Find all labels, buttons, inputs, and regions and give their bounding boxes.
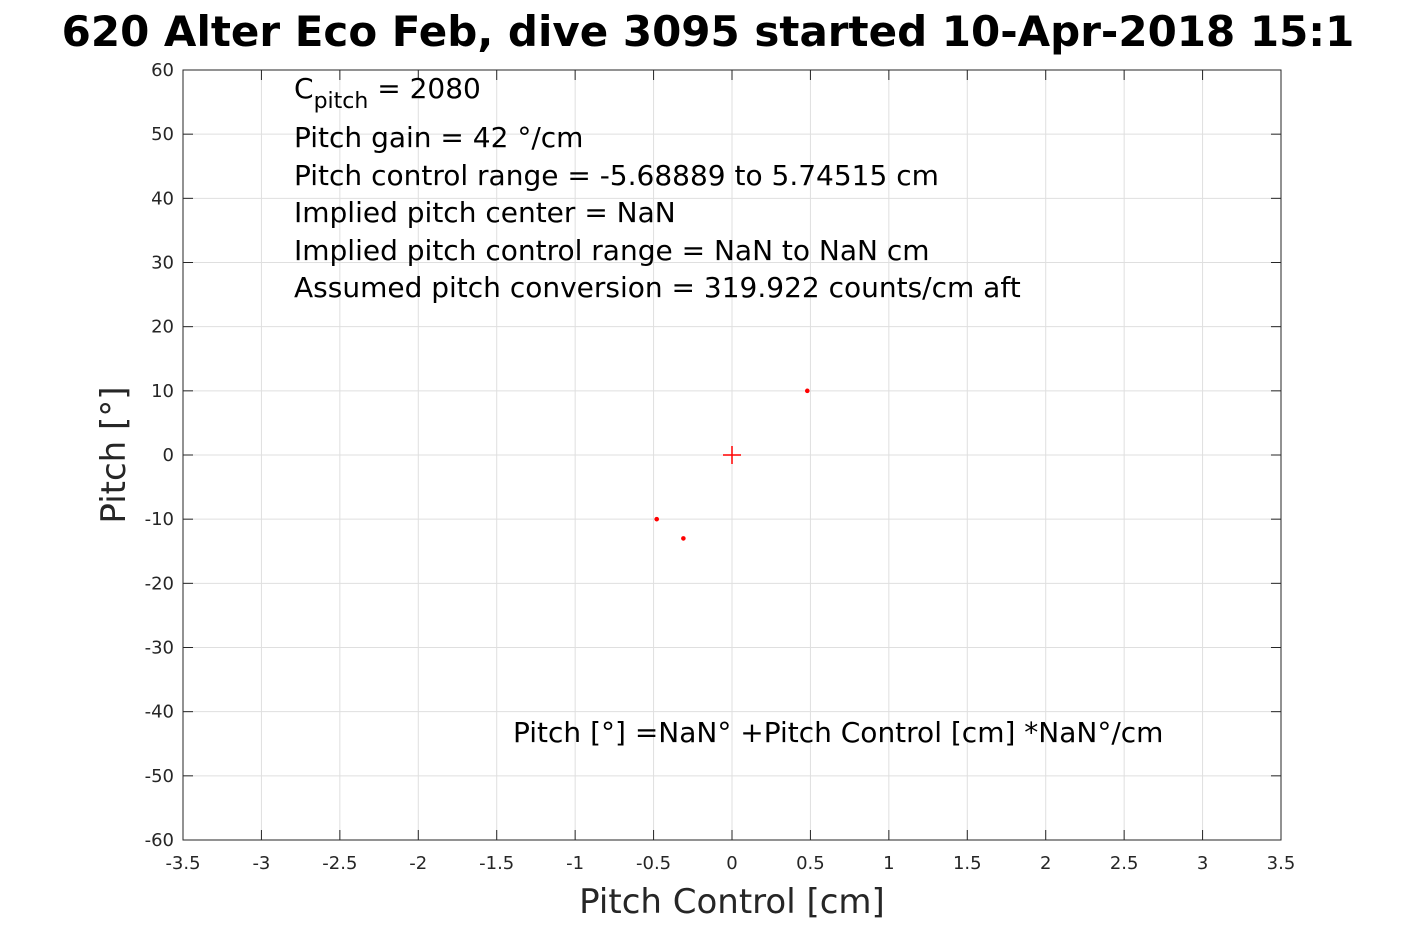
x-tick-label: 1.5: [953, 853, 982, 874]
y-tick-label: -20: [145, 573, 174, 594]
chart-title: 620 Alter Eco Feb, dive 3095 started 10-…: [62, 7, 1355, 56]
annotation-implied-pitch-center: Implied pitch center = NaN: [294, 196, 676, 229]
annotation-block: Cpitch = 2080 Pitch gain = 42 °/cm Pitch…: [294, 72, 1021, 304]
y-tick-label: -40: [145, 702, 174, 723]
data-point: [654, 516, 660, 522]
y-tick-label: -30: [145, 638, 174, 659]
x-axis-label: Pitch Control [cm]: [579, 882, 885, 922]
x-tick-label: -3.5: [165, 853, 200, 874]
data-series: [654, 388, 810, 541]
y-tick-label: 20: [151, 317, 174, 338]
cpitch-subscript: pitch: [314, 89, 369, 114]
y-tick-label: 30: [151, 253, 174, 274]
annotation-implied-pitch-control-range: Implied pitch control range = NaN to NaN…: [294, 234, 930, 267]
y-tick-label: -10: [145, 509, 174, 530]
grid: [183, 70, 1281, 840]
data-point: [681, 536, 686, 541]
annotation-assumed-pitch-conversion: Assumed pitch conversion = 319.922 count…: [294, 271, 1021, 304]
x-tick-label: 3.5: [1267, 853, 1296, 874]
cpitch-annotation: Cpitch = 2080: [294, 72, 481, 114]
x-tick-label: 1: [883, 853, 894, 874]
x-tick-label: 0: [726, 853, 737, 874]
x-tick-label: 0.5: [796, 853, 825, 874]
y-axis: -60 -50 -40 -30 -20 -10 0 10 20 30 40 50 60: [145, 60, 1281, 851]
y-tick-label: -60: [145, 830, 174, 851]
x-tick-label: -2: [409, 853, 427, 874]
y-axis-label: Pitch [°]: [94, 386, 134, 523]
x-tick-label: -3: [252, 853, 270, 874]
cpitch-value: = 2080: [368, 72, 481, 105]
x-tick-label: -0.5: [636, 853, 671, 874]
y-tick-label: 40: [151, 188, 174, 209]
y-tick-label: 50: [151, 124, 174, 145]
data-point: [804, 388, 810, 394]
y-tick-label: 0: [163, 445, 174, 466]
fit-equation: Pitch [°] =NaN° +Pitch Control [cm] *NaN…: [513, 716, 1163, 749]
center-plus-marker: [723, 446, 741, 464]
x-tick-label: 3: [1197, 853, 1208, 874]
x-tick-label: -1.5: [479, 853, 514, 874]
y-tick-label: -50: [145, 766, 174, 787]
x-tick-label: -1: [566, 853, 584, 874]
x-axis: -3.5 -3 -2.5 -2 -1.5 -1 -0.5 0 0.5 1 1.5 2 2.5 3 3.5: [165, 70, 1295, 874]
x-tick-label: 2: [1040, 853, 1051, 874]
y-tick-label: 10: [151, 381, 174, 402]
annotation-pitch-gain: Pitch gain = 42 °/cm: [294, 121, 583, 154]
x-tick-label: -2.5: [322, 853, 357, 874]
y-tick-label: 60: [151, 60, 174, 81]
x-tick-label: 2.5: [1110, 853, 1139, 874]
annotation-pitch-control-range: Pitch control range = -5.68889 to 5.7451…: [294, 159, 939, 192]
cpitch-base: C: [294, 72, 314, 105]
